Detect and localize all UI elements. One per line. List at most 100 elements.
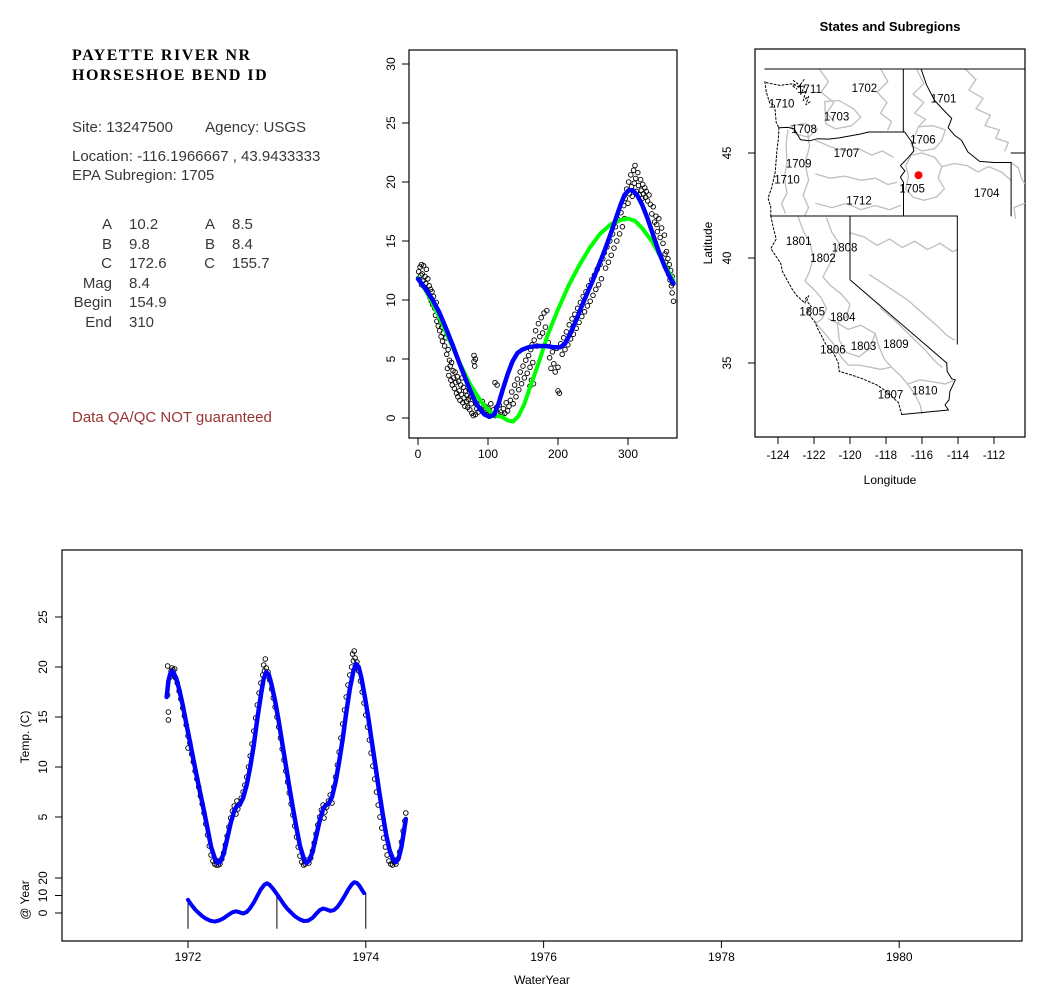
- site-location-dot: [914, 171, 923, 180]
- x-tick-label: 100: [478, 447, 498, 461]
- station-name-line2: HORSESHOE BEND ID: [72, 67, 269, 84]
- ts-y-tick-label: 15: [36, 710, 50, 724]
- observation-point: [439, 338, 446, 345]
- subregion-code-label: 1710: [774, 174, 800, 186]
- param-label: End: [85, 313, 112, 331]
- subregion-boundary: [906, 379, 954, 385]
- observation-point: [595, 281, 602, 288]
- subregion-boundary: [780, 129, 789, 214]
- site-row: Site: 13247500 Agency: USGS: [72, 119, 306, 136]
- coastline: [765, 82, 801, 89]
- param-label2: B: [204, 235, 215, 253]
- subregion-boundary: [874, 332, 893, 368]
- subregion-boundary: [815, 139, 894, 158]
- subregion-code-label: 1707: [834, 148, 860, 160]
- subregion-boundary: [876, 68, 893, 131]
- observation-point: [581, 309, 588, 315]
- subregion-boundary: [815, 322, 849, 366]
- map-layers: 1711 1702 1701 1710 1703 1708 1706 1707 1709 1710…: [764, 68, 1025, 415]
- param-fit1: 10.2: [129, 216, 159, 233]
- param-fit1: 9.8: [129, 235, 150, 253]
- observation-point: [670, 298, 677, 304]
- subregion-boundary: [941, 162, 1012, 181]
- observation-point: [443, 351, 450, 358]
- observation-point: [458, 391, 465, 398]
- observation-point: [608, 252, 614, 258]
- subregion-boundary: [869, 274, 956, 341]
- param-label: C: [101, 255, 112, 272]
- observation-point: [556, 390, 563, 396]
- observation-point: [548, 365, 554, 372]
- observation-point: [602, 265, 609, 271]
- site-label: Site:: [72, 119, 103, 136]
- observation-point: [642, 185, 648, 191]
- subregion-boundary: [964, 68, 1010, 152]
- ts-y-tick-label: 5: [36, 813, 50, 820]
- temperature-point: [260, 662, 267, 668]
- observation-point: [537, 333, 543, 340]
- observation-point: [494, 382, 500, 388]
- observation-point: [663, 248, 670, 255]
- subregion-code-label: 1805: [799, 307, 825, 319]
- subregion-code-label: 1704: [974, 188, 1000, 200]
- observation-point: [539, 330, 546, 336]
- observation-point: [464, 392, 470, 399]
- temperature-point: [165, 709, 172, 715]
- subregion-boundary: [890, 366, 923, 415]
- subregion-boundary: [797, 215, 814, 282]
- y-tick-label: 0: [384, 414, 398, 421]
- temperature-point: [262, 656, 269, 662]
- y-tick-label: 25: [384, 116, 398, 130]
- observation-point: [562, 346, 568, 353]
- map-x-tick-label: -114: [947, 450, 970, 462]
- observation-point: [628, 172, 634, 178]
- observation-point: [629, 193, 635, 199]
- observation-point: [551, 360, 557, 367]
- map-frame: [754, 48, 1026, 438]
- subregion-boundary: [815, 202, 902, 211]
- subregion-code-label: 1803: [851, 341, 877, 353]
- observation-point: [471, 363, 478, 369]
- epa-subregion-value: 1705: [180, 167, 215, 184]
- subregion-code-label: 1709: [786, 159, 812, 171]
- map-x-tick-label: -122: [802, 450, 825, 462]
- param-row-c: C 172.6 C 155.7: [72, 254, 270, 274]
- temperature-point: [164, 663, 171, 669]
- subregion-code-label: 1702: [852, 83, 878, 95]
- subregion-boundary: [822, 217, 840, 286]
- coastline: [791, 80, 799, 90]
- location-value: -116.1966667 , 43.9433333: [137, 148, 321, 165]
- state-boundary: [778, 126, 906, 142]
- ts-x-tick-label: 1978: [708, 950, 735, 964]
- ts-y-axis-label: Temp. (C): [18, 711, 32, 764]
- observation-point: [510, 401, 516, 407]
- observation-point: [631, 180, 638, 186]
- observation-point: [445, 346, 451, 353]
- param-fit1: 154.9: [129, 294, 167, 311]
- coastline: [764, 81, 780, 129]
- temperature-point: [165, 717, 172, 723]
- map-x-tick-label: -118: [875, 450, 897, 462]
- observation-point: [546, 355, 553, 361]
- param-fit2: 155.7: [232, 255, 270, 272]
- site-value: 13247500: [106, 119, 173, 136]
- observation-point: [531, 337, 537, 343]
- observation-point: [559, 351, 565, 358]
- coastline: [770, 215, 903, 415]
- param-row-mag: Mag 8.4: [72, 274, 270, 294]
- observation-point: [611, 245, 617, 251]
- subregion-boundary: [818, 68, 835, 123]
- observation-point: [555, 364, 561, 371]
- param-fit1: 172.6: [129, 255, 167, 272]
- observation-point: [549, 349, 556, 355]
- observation-point: [625, 179, 632, 185]
- observation-point: [587, 298, 593, 304]
- location-block: Location: -116.1966667 , 43.9433333 EPA …: [72, 147, 320, 185]
- observation-point: [658, 225, 665, 231]
- map-y-tick-label: 45: [722, 147, 734, 160]
- subregion-boundary: [836, 322, 876, 358]
- observation-point: [520, 363, 526, 369]
- subregion-code-label: 1712: [846, 195, 872, 207]
- subregion-boundary: [789, 122, 819, 138]
- observation-point: [649, 211, 655, 217]
